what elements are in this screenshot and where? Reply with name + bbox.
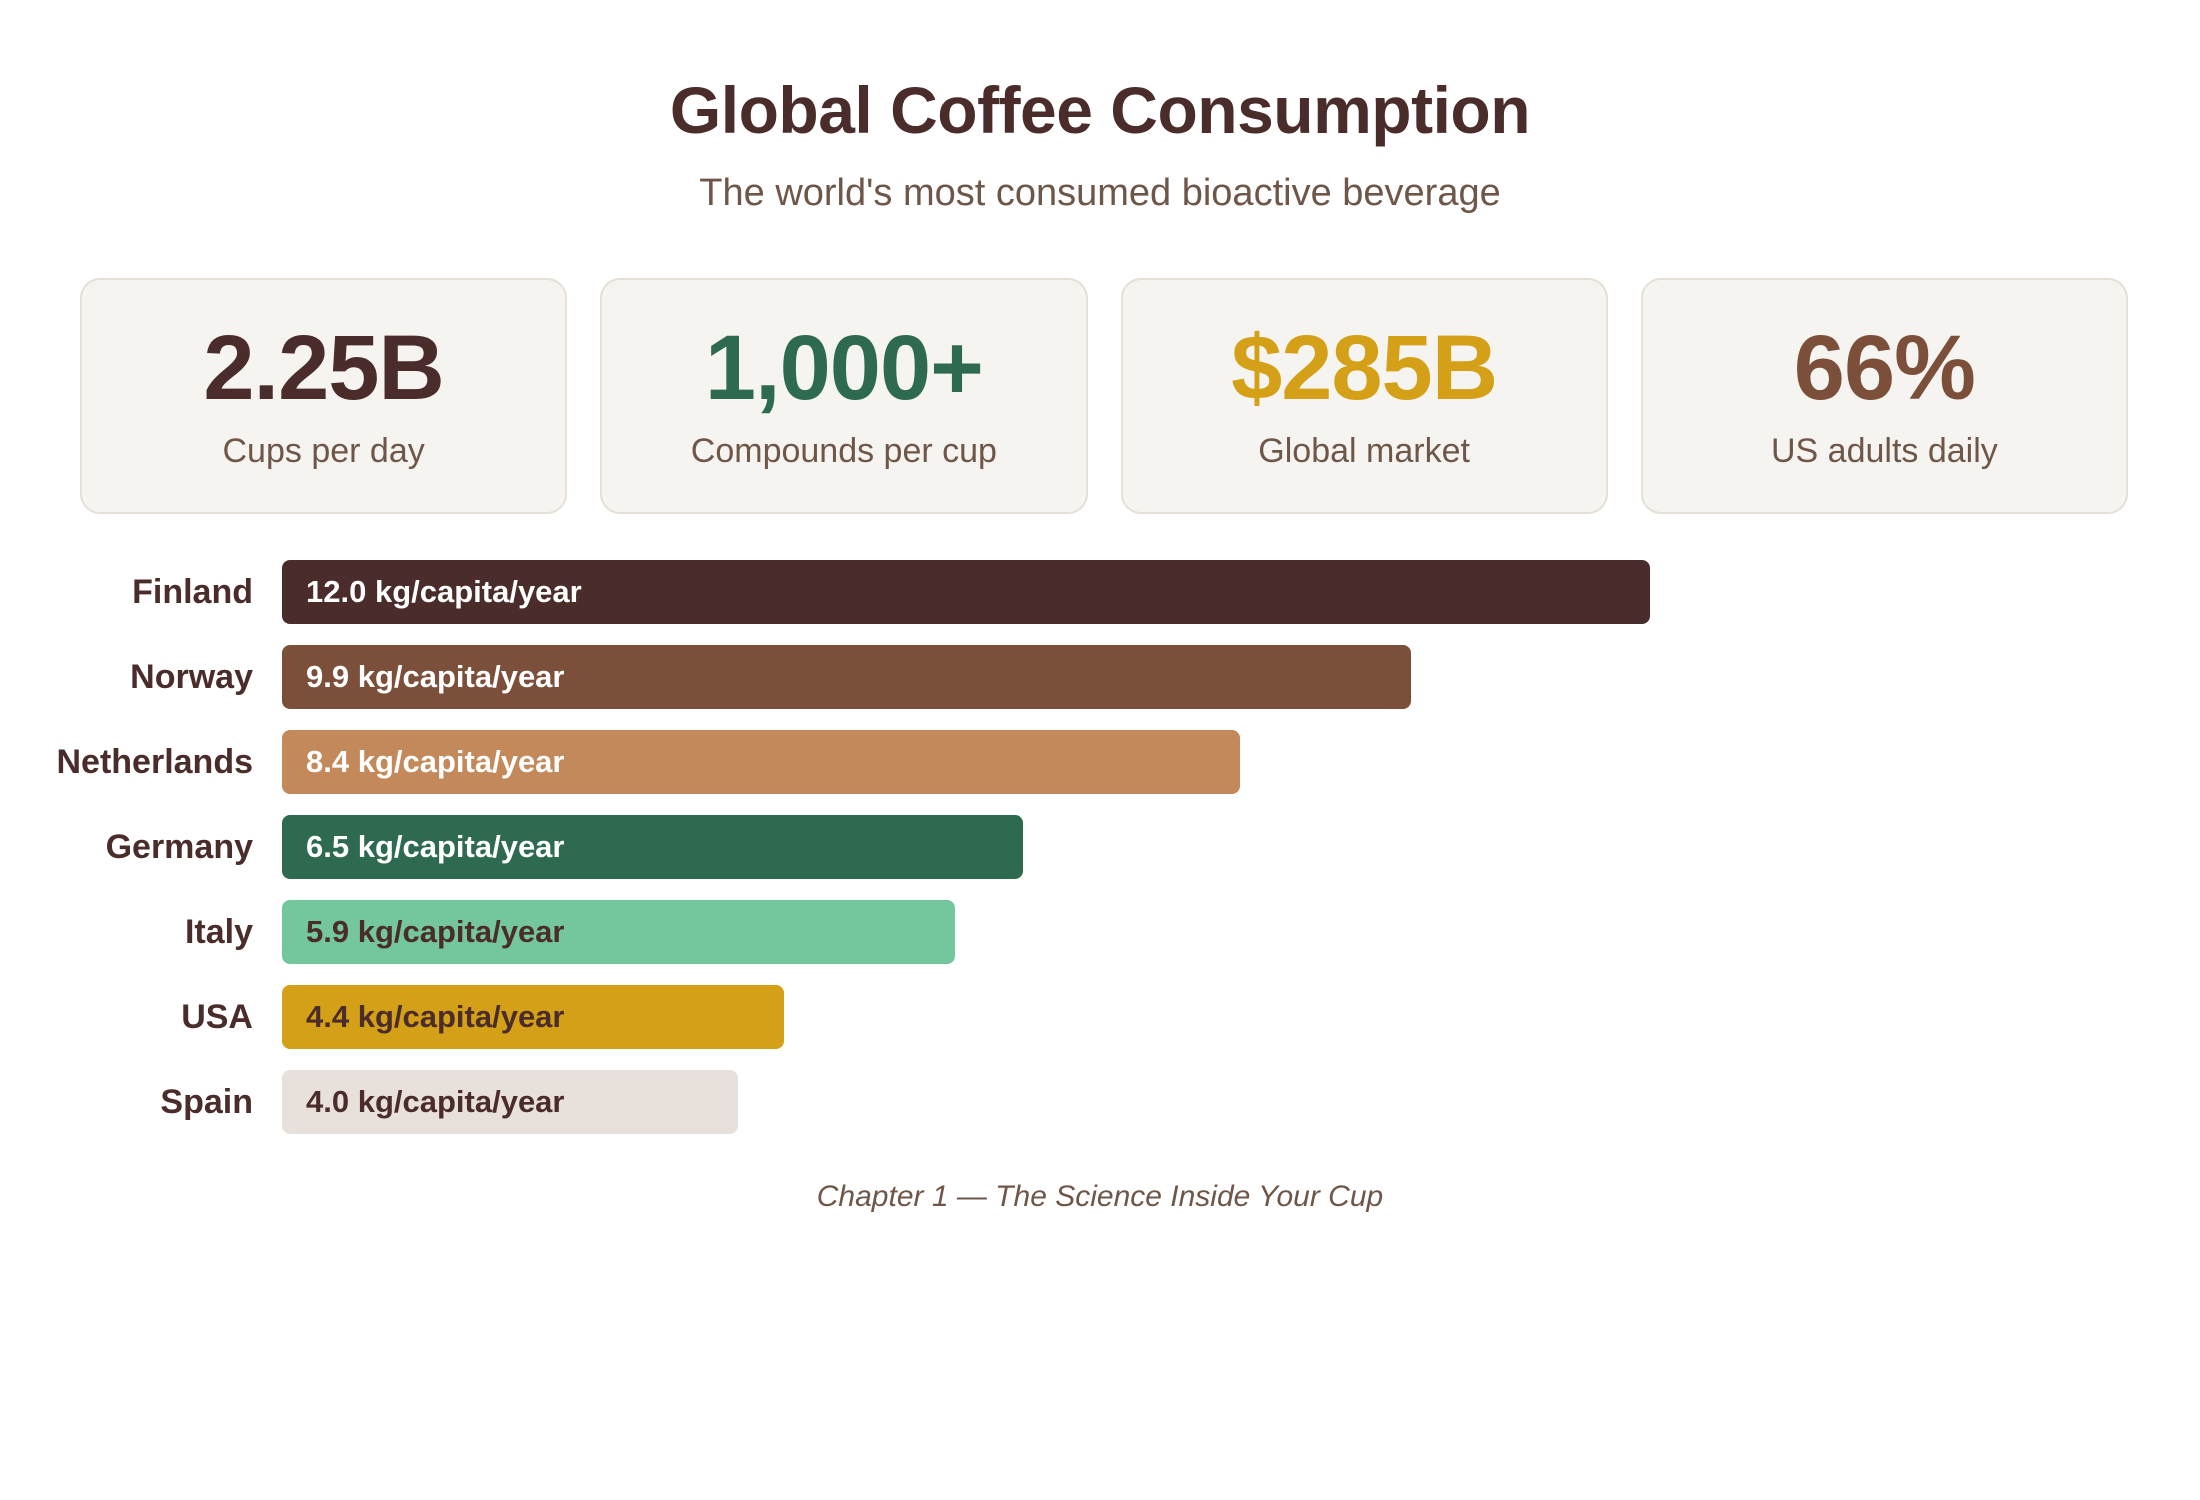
bar-row: Spain 4.0 kg/capita/year (0, 1070, 2200, 1134)
stat-card-market: $285B Global market (1120, 278, 1608, 514)
bar-value-label: 5.9 kg/capita/year (306, 914, 565, 949)
bar-value-label: 12.0 kg/capita/year (306, 574, 582, 609)
bar-value-label: 8.4 kg/capita/year (306, 744, 565, 779)
bar-category-label: Germany (105, 828, 253, 866)
bar: 6.5 kg/capita/year (282, 815, 1023, 879)
bar-category-label: USA (181, 998, 253, 1036)
bar: 4.4 kg/capita/year (282, 985, 784, 1049)
stat-label-market: Global market (1258, 432, 1470, 470)
bar: 12.0 kg/capita/year (282, 560, 1650, 624)
bar-category-label: Finland (132, 573, 253, 611)
bar-value-label: 6.5 kg/capita/year (306, 829, 565, 864)
stat-card-cups: 2.25B Cups per day (80, 278, 568, 514)
stat-label-compounds: Compounds per cup (690, 432, 997, 470)
stat-value-compounds: 1,000+ (704, 317, 984, 419)
stats-row: 2.25B Cups per day 1,000+ Compounds per … (80, 278, 2128, 514)
bar-row: Norway 9.9 kg/capita/year (0, 645, 2200, 709)
bar-value-label: 4.0 kg/capita/year (306, 1084, 565, 1119)
bar-row: Italy 5.9 kg/capita/year (0, 900, 2200, 964)
bar-category-label: Netherlands (56, 743, 254, 781)
bar-row: Netherlands 8.4 kg/capita/year (0, 730, 2200, 794)
bar-category-label: Spain (160, 1083, 253, 1121)
bar-category-label: Italy (184, 913, 253, 951)
chart-title: Global Coffee Consumption (669, 73, 1531, 147)
bar: 8.4 kg/capita/year (282, 730, 1240, 794)
stat-label-cups: Cups per day (222, 432, 425, 470)
stat-card-us-adults: 66% US adults daily (1640, 278, 2128, 514)
bar-row: Finland 12.0 kg/capita/year (0, 560, 2200, 624)
stat-value-market: $285B (1231, 317, 1498, 419)
stat-card-compounds: 1,000+ Compounds per cup (600, 278, 1088, 514)
bar: 5.9 kg/capita/year (282, 900, 955, 964)
stat-value-us-adults: 66% (1793, 317, 1976, 419)
bar: 9.9 kg/capita/year (282, 645, 1411, 709)
bar-row: Germany 6.5 kg/capita/year (0, 815, 2200, 879)
bar-category-label: Norway (130, 658, 253, 696)
chart-subtitle: The world's most consumed bioactive beve… (699, 172, 1501, 214)
bar-row: USA 4.4 kg/capita/year (0, 985, 2200, 1049)
bar-value-label: 9.9 kg/capita/year (306, 659, 565, 694)
bar-chart: Finland 12.0 kg/capita/year Norway 9.9 kg/c… (0, 560, 2200, 1160)
stat-label-us-adults: US adults daily (1770, 432, 1998, 470)
bar: 4.0 kg/capita/year (282, 1070, 738, 1134)
stat-value-cups: 2.25B (203, 317, 445, 419)
chart-caption: Chapter 1 — The Science Inside Your Cup (816, 1180, 1384, 1213)
bar-value-label: 4.4 kg/capita/year (306, 999, 565, 1034)
